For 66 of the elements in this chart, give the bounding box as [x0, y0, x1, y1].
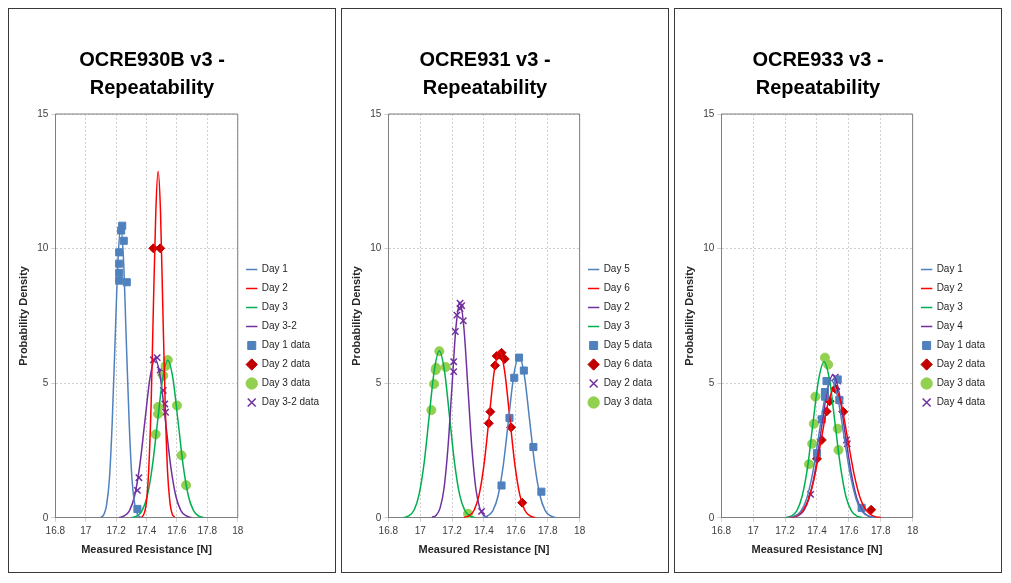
- y-tick-label: 10: [703, 242, 715, 254]
- x-tick-label: 17.8: [197, 524, 218, 536]
- x-tick-label: 18: [232, 524, 244, 536]
- y-tick-label: 15: [703, 107, 715, 119]
- legend-label: Day 1: [936, 263, 964, 275]
- legend-label: Day 1: [261, 263, 289, 275]
- x-tick-label: 16.8: [711, 524, 732, 536]
- x-tick-label: 17.2: [775, 524, 796, 536]
- x-tick-label: 17.6: [167, 524, 188, 536]
- chart-title: OCRE933 v3 - Repeatability: [751, 47, 885, 100]
- legend-label: Day 2 data: [261, 358, 311, 370]
- y-tick-label: 10: [37, 242, 49, 254]
- y-tick-label: 10: [370, 242, 382, 254]
- legend-label: Day 1 data: [261, 339, 311, 351]
- x-tick-label: 18: [574, 524, 586, 536]
- legend-label: Day 4: [936, 320, 964, 332]
- chart-title: OCRE931 v3 - Repeatability: [418, 47, 552, 100]
- y-tick-label: 0: [375, 511, 382, 523]
- legend-label: Day 3 data: [603, 396, 653, 408]
- legend-label: Day 5: [603, 263, 631, 275]
- y-tick-label: 15: [370, 107, 382, 119]
- legend-label: Day 6 data: [603, 358, 653, 370]
- legend-label: Day 1 data: [936, 339, 986, 351]
- y-axis-title: Probability Density: [682, 265, 695, 366]
- legend-label: Day 3 data: [936, 377, 986, 389]
- y-tick-label: 5: [375, 376, 382, 388]
- x-tick-label: 17.4: [474, 524, 495, 536]
- x-tick-label: 17.6: [839, 524, 860, 536]
- legend-label: Day 2: [261, 282, 289, 294]
- y-tick-label: 0: [42, 511, 49, 523]
- legend-label: Day 3: [603, 320, 631, 332]
- x-axis-title: Measured Resistance [N]: [751, 543, 883, 556]
- x-tick-label: 17.8: [538, 524, 558, 536]
- y-tick-label: 5: [42, 376, 49, 388]
- x-axis-title: Measured Resistance [N]: [81, 543, 213, 556]
- x-tick-label: 17.8: [871, 524, 891, 536]
- x-tick-label: 17.6: [506, 524, 527, 536]
- legend-label: Day 3-2: [261, 320, 298, 332]
- legend-label: Day 5 data: [603, 339, 653, 351]
- legend-label: Day 4 data: [936, 396, 986, 408]
- y-tick-label: 15: [37, 107, 49, 119]
- x-tick-label: 17: [414, 524, 427, 536]
- x-tick-label: 17.4: [136, 524, 157, 536]
- legend-label: Day 2 data: [603, 377, 653, 389]
- x-tick-label: 18: [907, 524, 919, 536]
- x-axis-title: Measured Resistance [N]: [418, 543, 550, 556]
- legend-label: Day 3-2 data: [261, 396, 320, 408]
- legend-label: Day 3: [261, 301, 289, 313]
- x-tick-label: 17.2: [442, 524, 463, 536]
- chart-title: OCRE930B v3 - Repeatability: [78, 47, 226, 100]
- x-tick-label: 17.2: [106, 524, 127, 536]
- y-axis-title: Probability Density: [349, 265, 362, 366]
- legend-label: Day 3: [936, 301, 964, 313]
- x-tick-label: 17.4: [807, 524, 828, 536]
- x-tick-label: 17: [747, 524, 760, 536]
- legend-label: Day 2: [603, 301, 631, 313]
- x-tick-label: 16.8: [45, 524, 66, 536]
- legend-label: Day 2 data: [936, 358, 986, 370]
- legend-label: Day 6: [603, 282, 631, 294]
- y-tick-label: 5: [708, 376, 715, 388]
- y-axis-title: Probability Density: [16, 265, 29, 366]
- legend-label: Day 3 data: [261, 377, 311, 389]
- x-tick-label: 17: [80, 524, 92, 536]
- x-tick-label: 16.8: [378, 524, 399, 536]
- legend-label: Day 2: [936, 282, 964, 294]
- y-tick-label: 0: [708, 511, 715, 523]
